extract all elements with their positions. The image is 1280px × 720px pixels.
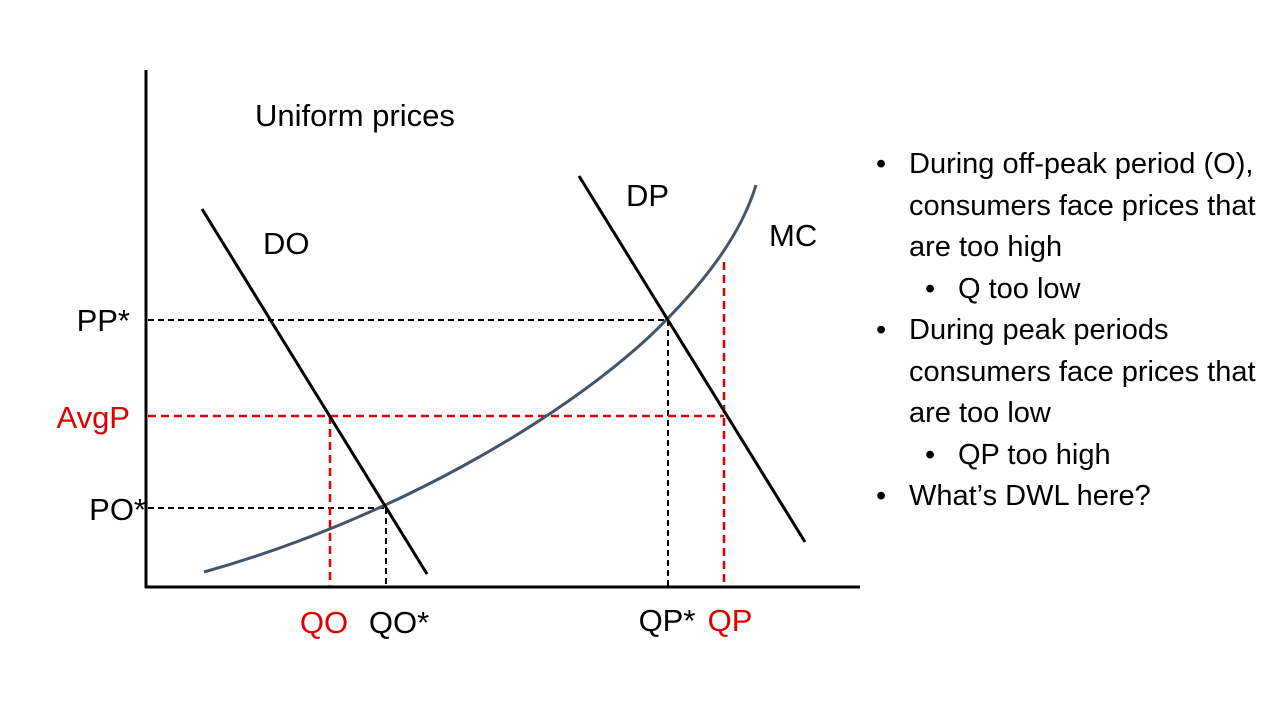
sub-bullet-item: • Q too low [876,269,1271,311]
qo-label: QO [300,605,348,640]
qo-star-label: QO* [369,605,429,640]
bullet-text: During peak periods consumers face price… [909,314,1256,429]
mc-label: MC [769,218,817,253]
diagram-title: Uniform prices [255,98,455,133]
bullet-marker: • [925,438,936,471]
pp-star-label: PP* [77,303,130,338]
dp-label: DP [626,178,669,213]
bullet-text: QP too high [958,438,1111,471]
bullet-text: What’s DWL here? [909,480,1151,512]
po-star-label: PO* [89,492,146,527]
bullet-item: • During off-peak period (O), consumers … [876,144,1271,269]
do-demand-curve [200,208,429,575]
do-label: DO [263,226,310,261]
avgp-label: AvgP [56,400,130,435]
bullet-list: • During off-peak period (O), consumers … [876,144,1271,518]
qp-star-label: QP* [639,603,696,638]
sub-bullet-item: • QP too high [876,435,1271,477]
bullet-marker: • [876,480,887,512]
qp-label: QP [708,603,753,638]
mc-curve [203,184,758,574]
price-diagram: Uniform prices DO DP MC PP* AvgP PO* QO … [56,70,860,640]
bullet-marker: • [925,272,936,305]
bullet-item: • During peak periods consumers face pri… [876,310,1271,435]
bullet-text: Q too low [958,272,1081,305]
bullet-marker: • [876,314,887,346]
bullet-text: During off-peak period (O), consumers fa… [909,148,1256,263]
bullet-item: • What’s DWL here? [876,476,1271,518]
dp-demand-curve [577,175,807,543]
bullet-marker: • [876,148,887,180]
